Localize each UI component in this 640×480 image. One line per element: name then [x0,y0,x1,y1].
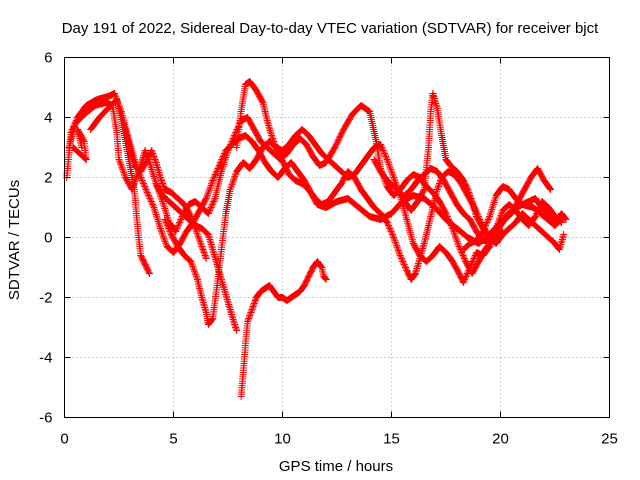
series-track-8 [237,258,330,400]
y-tick-label: -4 [39,350,52,367]
y-tick-label: -6 [39,410,52,427]
x-tick-label: 0 [60,431,68,448]
axis-ticks [64,57,610,418]
y-tick-label: 6 [44,50,52,67]
x-tick-label: 15 [383,431,400,448]
chart-title: Day 191 of 2022, Sidereal Day-to-day VTE… [62,20,599,37]
x-axis-label: GPS time / hours [279,458,393,475]
x-tick-label: 25 [601,431,618,448]
y-tick-label: 2 [44,170,52,187]
x-tick-label: 10 [274,431,291,448]
series-track-4 [87,96,153,277]
y-tick-label: 4 [44,110,52,127]
plus-markers [69,126,90,163]
x-tick-label: 5 [169,431,177,448]
y-tick-label: 0 [44,230,52,247]
y-tick-label: -2 [39,290,52,307]
plus-markers [119,120,210,262]
plus-markers [401,165,507,244]
series-track-11 [459,183,570,253]
series-track-5 [119,120,210,262]
series-track-9 [233,78,491,283]
y-axis-label: SDTVAR / TECUs [6,180,23,300]
data-points [63,78,570,400]
grid-lines [64,57,610,418]
x-tick-label: 20 [492,431,509,448]
series-track-12 [401,165,507,244]
plus-markers [459,183,570,253]
plus-markers [87,96,153,277]
plus-markers [237,258,330,400]
series-track-3 [69,126,90,163]
plus-markers [233,78,491,283]
axis-tick-labels: 0 5 10 15 20 25 -6 -4 -2 0 2 4 6 [39,50,618,448]
